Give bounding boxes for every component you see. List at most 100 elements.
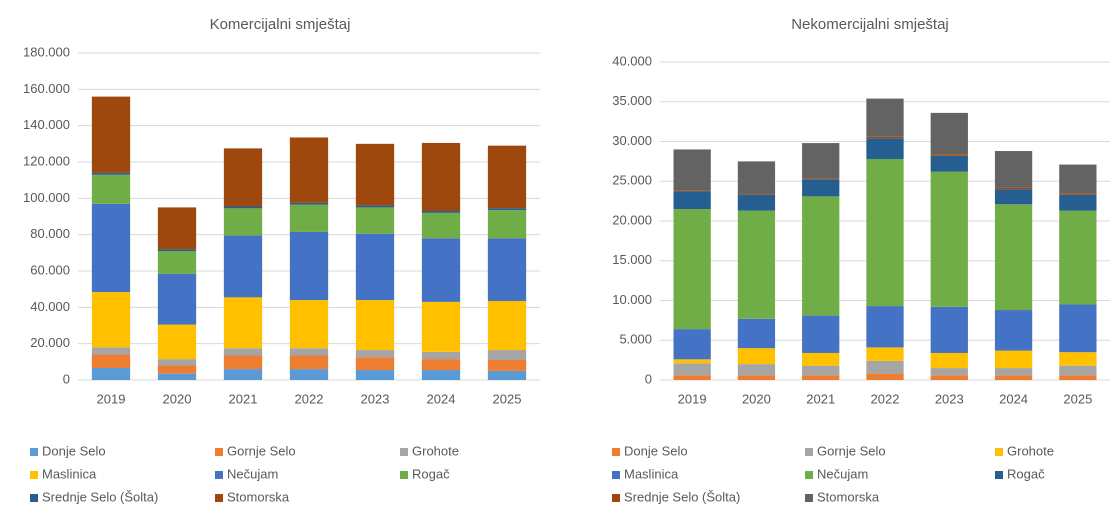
bar-segment bbox=[930, 154, 968, 156]
bar-segment bbox=[355, 357, 395, 371]
y-tick-label: 140.000 bbox=[23, 117, 70, 132]
bar-segment bbox=[673, 375, 711, 380]
bar-segment bbox=[289, 348, 329, 356]
bar-segment bbox=[355, 143, 395, 206]
bar-segment bbox=[802, 352, 840, 366]
bar-segment bbox=[866, 98, 904, 137]
x-tick-label: 2022 bbox=[871, 391, 900, 406]
chart-title: Nekomercijalni smještaj bbox=[791, 16, 949, 33]
y-tick-label: 60.000 bbox=[30, 262, 70, 277]
legend-label: Maslinica bbox=[42, 466, 97, 481]
legend-label: Grohote bbox=[412, 443, 459, 458]
legend-label: Grohote bbox=[1007, 443, 1054, 458]
bar-segment bbox=[737, 210, 776, 319]
bar-segment bbox=[91, 347, 131, 355]
bar-segment bbox=[1059, 210, 1097, 305]
bar-segment bbox=[223, 208, 263, 236]
bar-segment bbox=[737, 364, 776, 376]
legend-label: Gornje Selo bbox=[817, 443, 886, 458]
bar-segment bbox=[157, 251, 197, 274]
bar-segment bbox=[355, 207, 395, 234]
bar-segment bbox=[157, 207, 197, 250]
legend-label: Rogač bbox=[412, 466, 450, 481]
bar-segment bbox=[866, 158, 904, 307]
bar-segment bbox=[802, 196, 840, 316]
bar-segment bbox=[866, 306, 904, 348]
bar-segment bbox=[1059, 194, 1097, 211]
y-tick-label: 15.000 bbox=[612, 252, 652, 267]
bar-segment bbox=[866, 347, 904, 361]
legend-label: Maslinica bbox=[624, 466, 679, 481]
bar-segment bbox=[673, 329, 711, 360]
bar-segment bbox=[673, 363, 711, 376]
bar-segment bbox=[487, 145, 527, 209]
bar-segment bbox=[866, 360, 904, 374]
x-tick-label: 2021 bbox=[806, 391, 835, 406]
bar-segment bbox=[487, 350, 527, 361]
y-tick-label: 100.000 bbox=[23, 190, 70, 205]
x-tick-label: 2025 bbox=[493, 391, 522, 406]
bar-segment bbox=[91, 368, 131, 380]
legend-swatch bbox=[215, 494, 223, 502]
bar-segment bbox=[421, 301, 461, 352]
bar-segment bbox=[487, 370, 527, 380]
chart-title: Komercijalni smještaj bbox=[210, 16, 351, 33]
bar-segment bbox=[355, 370, 395, 380]
x-tick-label: 2019 bbox=[678, 391, 707, 406]
bar-segment bbox=[289, 137, 329, 203]
bar-segment bbox=[223, 148, 263, 207]
legend-swatch bbox=[995, 471, 1003, 479]
bar-segment bbox=[355, 205, 395, 208]
x-tick-label: 2024 bbox=[427, 391, 456, 406]
x-tick-label: 2023 bbox=[361, 391, 390, 406]
bar-segment bbox=[1059, 352, 1097, 366]
bar-segment bbox=[930, 112, 968, 155]
bar-segment bbox=[1059, 304, 1097, 353]
bar-segment bbox=[223, 297, 263, 349]
legend-label: Stomorska bbox=[227, 489, 290, 504]
x-tick-label: 2019 bbox=[97, 391, 126, 406]
bar-segment bbox=[487, 300, 527, 351]
legend-swatch bbox=[400, 471, 408, 479]
bar-segment bbox=[737, 161, 776, 194]
bar-segment bbox=[487, 238, 527, 301]
bar-segment bbox=[223, 355, 263, 370]
legend-swatch bbox=[805, 448, 813, 456]
bar-segment bbox=[157, 273, 197, 325]
bar-segment bbox=[91, 203, 131, 293]
bar-segment bbox=[994, 151, 1033, 188]
bar-segment bbox=[1059, 375, 1097, 380]
bar-segment bbox=[289, 204, 329, 232]
bar-segment bbox=[355, 300, 395, 351]
bar-segment bbox=[157, 373, 197, 380]
bar-segment bbox=[421, 211, 461, 213]
bar-segment bbox=[673, 190, 711, 192]
x-tick-label: 2021 bbox=[229, 391, 258, 406]
bar-segment bbox=[673, 191, 711, 210]
bar-segment bbox=[994, 368, 1033, 376]
y-tick-label: 10.000 bbox=[612, 292, 652, 307]
bar-segment bbox=[223, 369, 263, 380]
y-tick-label: 120.000 bbox=[23, 153, 70, 168]
bar-segment bbox=[91, 174, 131, 204]
bar-segment bbox=[994, 310, 1033, 351]
bar-segment bbox=[994, 187, 1033, 190]
bar-segment bbox=[930, 155, 968, 172]
bar-segment bbox=[802, 179, 840, 197]
y-tick-label: 40.000 bbox=[612, 53, 652, 68]
legend-swatch bbox=[30, 448, 38, 456]
bar-segment bbox=[91, 172, 131, 175]
bar-segment bbox=[157, 359, 197, 366]
bar-segment bbox=[157, 249, 197, 252]
bar-segment bbox=[421, 370, 461, 380]
bar-segment bbox=[157, 324, 197, 360]
x-tick-label: 2022 bbox=[295, 391, 324, 406]
bar-segment bbox=[289, 202, 329, 205]
bar-segment bbox=[994, 350, 1033, 369]
legend-label: Srednje Selo (Šolta) bbox=[624, 489, 740, 504]
bar-segment bbox=[421, 238, 461, 302]
bar-segment bbox=[91, 96, 131, 173]
bar-segment bbox=[223, 348, 263, 356]
bar-segment bbox=[421, 351, 461, 360]
y-tick-label: 0 bbox=[63, 371, 70, 386]
